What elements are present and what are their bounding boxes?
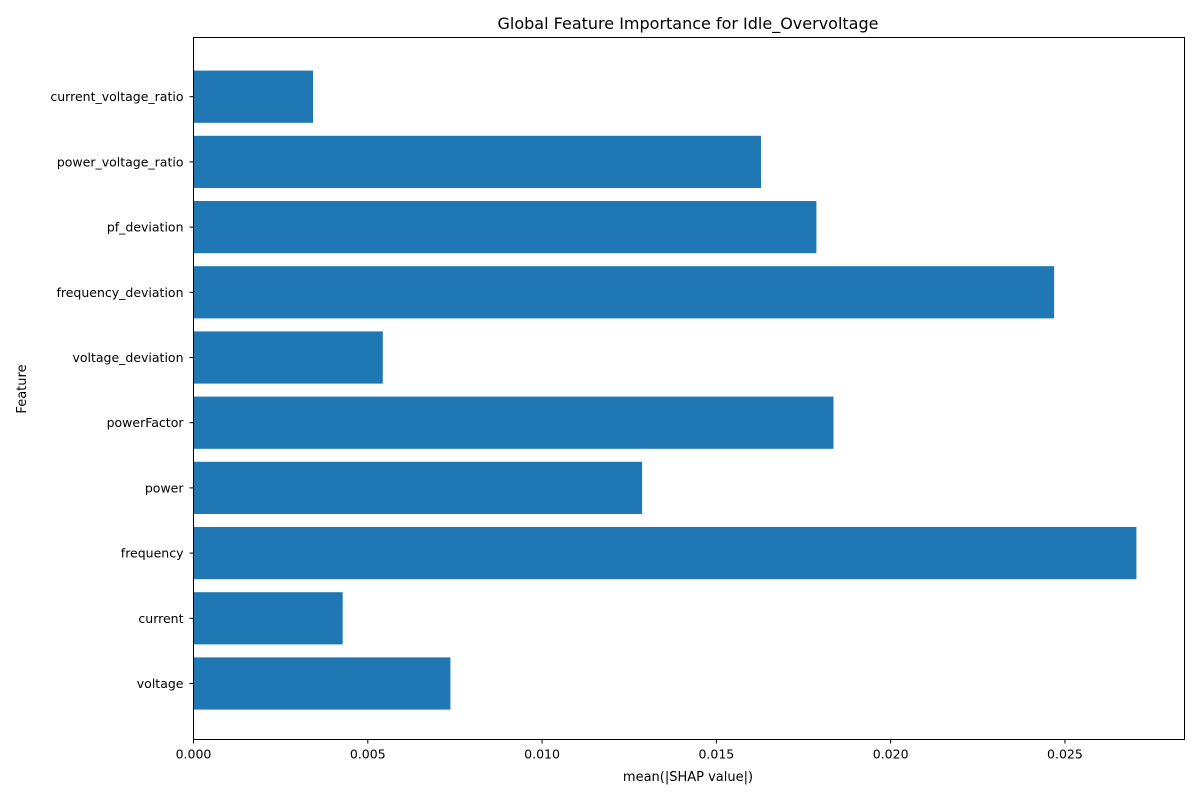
bar-current_voltage_ratio [193, 70, 314, 123]
y-tick-label: pf_deviation [107, 220, 184, 235]
chart-title: Global Feature Importance for Idle_Overv… [498, 14, 879, 34]
y-tick-label: current_voltage_ratio [50, 89, 183, 104]
bar-frequency_deviation [193, 266, 1055, 319]
y-tick-label: power_voltage_ratio [57, 154, 184, 169]
bar-current [193, 592, 343, 645]
bar-power [193, 461, 643, 514]
x-tick-label: 0.025 [1047, 747, 1083, 762]
x-axis: 0.000 0.005 0.010 0.015 0.020 0.025 [176, 739, 1083, 762]
x-tick-label: 0.000 [176, 747, 212, 762]
bar-pf_deviation [193, 201, 817, 254]
x-tick-label: 0.010 [524, 747, 560, 762]
x-tick-label: 0.015 [698, 747, 734, 762]
y-tick-label: powerFactor [107, 415, 185, 430]
bar-frequency [193, 527, 1137, 580]
x-tick-label: 0.020 [873, 747, 909, 762]
y-axis: voltage current frequency power powerFactor v… [50, 89, 194, 691]
y-tick-label: voltage [137, 676, 184, 691]
x-tick-label: 0.005 [350, 747, 386, 762]
y-tick-label: current [138, 611, 183, 626]
bars [193, 70, 1137, 710]
plot-frame [193, 37, 1185, 740]
bar-voltage [193, 657, 451, 710]
bar-voltage_deviation [193, 331, 383, 384]
y-axis-label: Feature [15, 364, 30, 413]
bar-power_voltage_ratio [193, 135, 761, 188]
y-tick-label: frequency_deviation [56, 285, 183, 300]
x-axis-label: mean(|SHAP value|) [623, 770, 753, 785]
y-tick-label: frequency [121, 546, 184, 561]
y-tick-label: power [145, 480, 184, 495]
y-tick-label: voltage_deviation [72, 350, 183, 365]
bar-powerFactor [193, 396, 834, 449]
